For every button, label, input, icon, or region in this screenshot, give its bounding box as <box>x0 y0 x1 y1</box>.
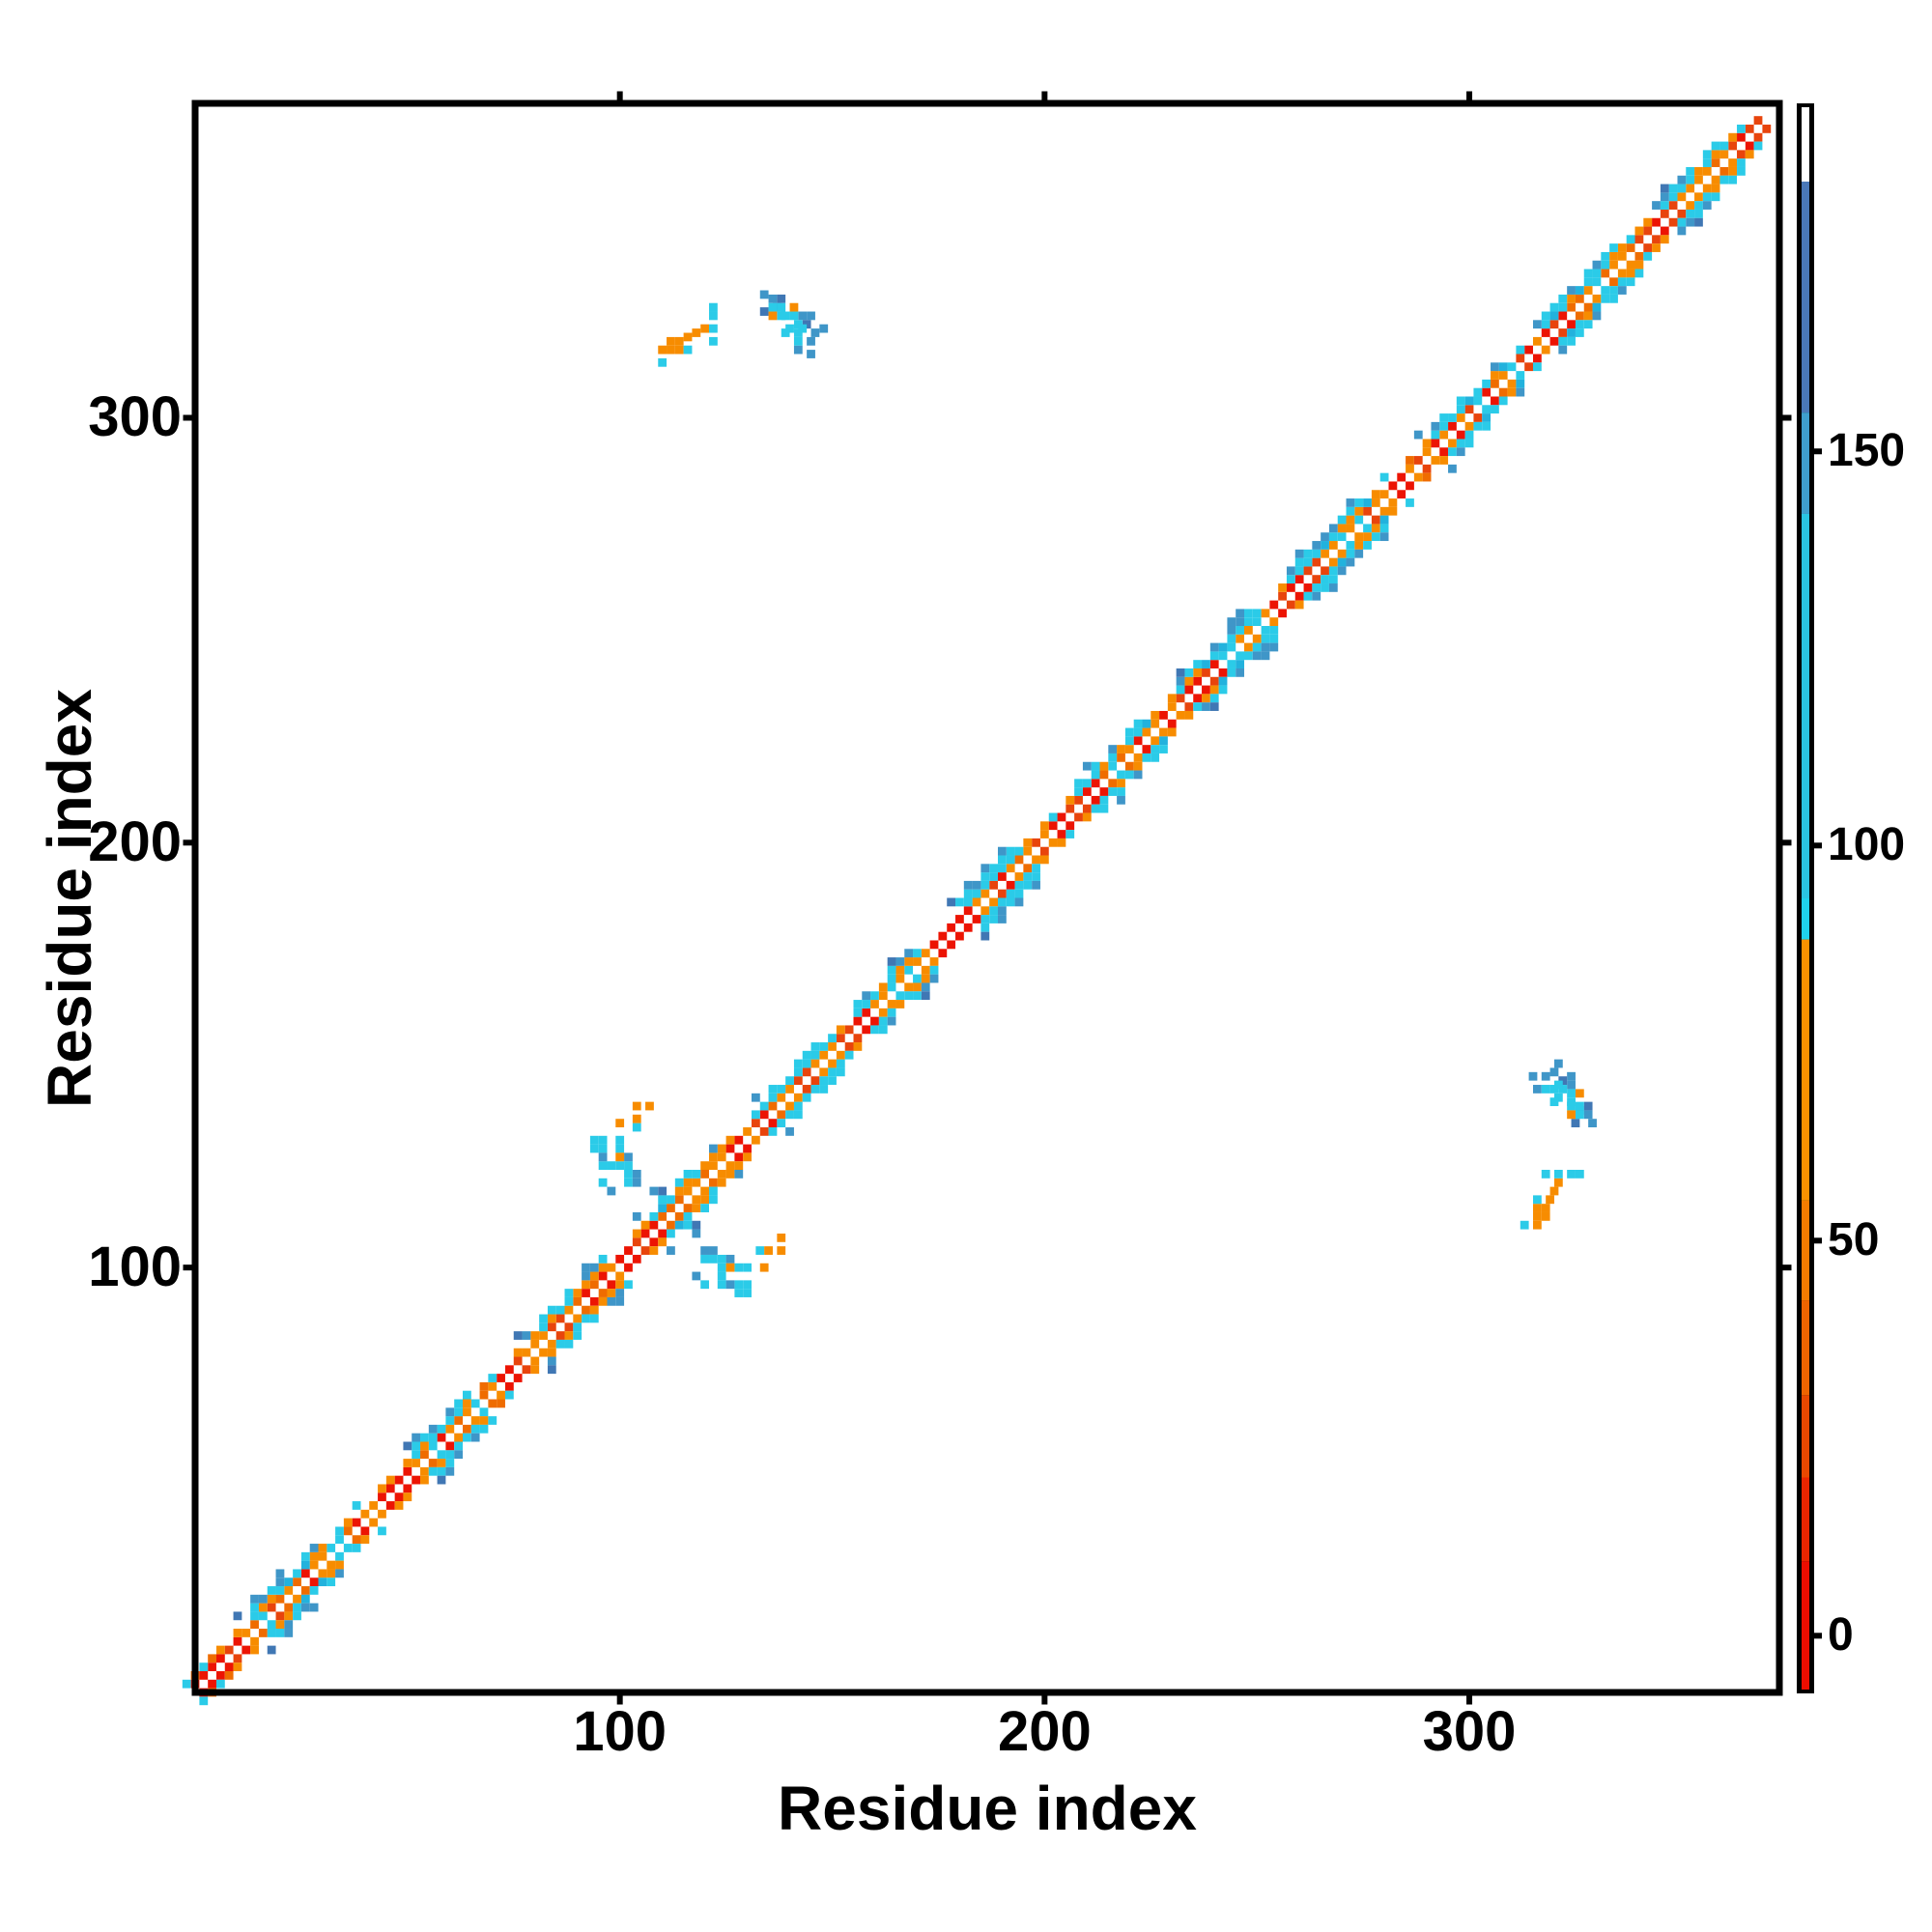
y-axis-title: Residue index <box>35 689 104 1108</box>
x-tick-label-100: 100 <box>573 1700 668 1763</box>
y-tick-label-300: 300 <box>88 385 182 449</box>
y-tick-label-200: 200 <box>88 810 182 874</box>
colorbar-tick-label-100: 100 <box>1828 819 1906 871</box>
heatmap-cells <box>182 116 1772 1706</box>
colorbar-ticks <box>1814 448 1822 1639</box>
plot-border <box>191 99 1783 1696</box>
x-axis-title: Residue index <box>778 1774 1197 1843</box>
colorbar-tick-label-150: 150 <box>1828 425 1906 477</box>
axis-ticks <box>183 91 1792 1705</box>
x-tick-label-300: 300 <box>1422 1700 1517 1763</box>
colorbar <box>1797 103 1814 1693</box>
y-tick-label-100: 100 <box>88 1236 182 1299</box>
colorbar-tick-label-0: 0 <box>1828 1609 1854 1662</box>
x-tick-label-200: 200 <box>997 1700 1092 1763</box>
colorbar-tick-label-50: 50 <box>1828 1214 1880 1266</box>
